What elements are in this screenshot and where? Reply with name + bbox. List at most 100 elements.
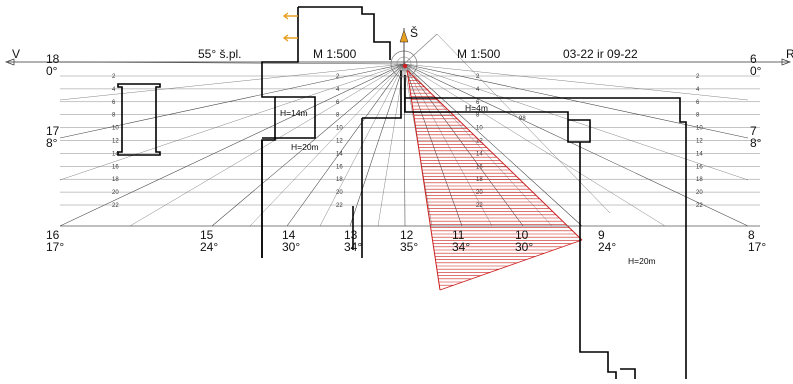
level-label: 4 — [696, 87, 700, 93]
level-label: 8 — [476, 113, 480, 119]
level-grid: 2222444466668888101010101212121214141414… — [60, 74, 760, 209]
level-label: 2 — [112, 74, 116, 80]
east-arrow-icon — [781, 58, 791, 66]
level-label: 4 — [336, 87, 340, 93]
level-label: 4 — [112, 87, 116, 93]
north-arrow-icon — [399, 29, 409, 43]
sun-angle-label: 0° — [46, 64, 58, 78]
level-label: 10 — [476, 126, 483, 132]
building-height-label: H=4m — [465, 103, 488, 113]
sun-ray-line — [59, 63, 405, 227]
building-east — [404, 75, 687, 379]
level-label: 20 — [336, 190, 343, 196]
sun-angle-label: 8° — [46, 136, 58, 150]
level-label: 8 — [336, 113, 340, 119]
sun-angle-label: 34° — [452, 240, 470, 254]
hour-label: 15 — [200, 228, 214, 242]
sun-angle-label: 17° — [46, 240, 64, 254]
level-label: 8 — [112, 113, 116, 119]
sun-ray-line — [249, 63, 405, 227]
level-label: 6 — [112, 100, 116, 106]
sun-ray-line — [403, 63, 666, 227]
level-label: 12 — [336, 139, 343, 145]
compass-ray — [403, 33, 438, 65]
building-north-top — [298, 6, 391, 60]
level-label: 4 — [476, 87, 480, 93]
level-label: 20 — [476, 190, 483, 196]
sun-ray-line — [403, 63, 583, 227]
level-label: 6 — [696, 100, 700, 106]
hour-label: 11 — [452, 228, 465, 242]
shadow-edge-line — [439, 239, 583, 291]
level-label: 18 — [476, 177, 483, 183]
sun-angle-label: 30° — [515, 240, 533, 254]
sun-ray-line — [403, 63, 749, 227]
level-label: 10 — [696, 126, 703, 132]
level-label: 10 — [112, 126, 119, 132]
sun-ray-line — [349, 63, 405, 227]
hour-label: 16 — [46, 228, 60, 242]
marker-arrow-icon — [282, 34, 298, 42]
level-label: 18 — [336, 177, 343, 183]
sun-ray-line — [377, 63, 405, 227]
scale-label-left: M 1:500 — [313, 47, 357, 61]
level-label: 8 — [696, 113, 700, 119]
scale-label-right: M 1:500 — [457, 47, 501, 61]
level-label: 18 — [696, 177, 703, 183]
sun-ray-line — [59, 63, 405, 181]
level-label: 22 — [476, 203, 483, 209]
sun-ray-line — [403, 63, 406, 227]
east-letter: R — [786, 47, 793, 61]
hour-label: 14 — [282, 228, 296, 242]
marker-arrows — [282, 12, 298, 42]
level-label: 16 — [336, 164, 343, 170]
level-label: 14 — [476, 151, 483, 157]
building-west-isolated — [117, 83, 161, 156]
building-east-low — [404, 98, 591, 143]
compass — [390, 28, 438, 78]
level-label: 12 — [112, 139, 119, 145]
level-label: 22 — [112, 203, 119, 209]
dates-label: 03-22 ir 09-22 — [563, 47, 638, 61]
level-label: 16 — [696, 164, 703, 170]
hour-label: 6 — [750, 52, 757, 66]
north-label: Š — [410, 25, 418, 40]
west-letter: V — [12, 47, 20, 61]
sun-angle-label: 24° — [200, 240, 218, 254]
sun-ray-line — [129, 63, 405, 227]
level-label: 12 — [696, 139, 703, 145]
level-label: 22 — [336, 203, 343, 209]
level-label: 16 — [112, 164, 119, 170]
level-label: 10 — [336, 126, 343, 132]
sun-angle-label: 0° — [750, 64, 762, 78]
sun-angle-label: 35° — [400, 240, 418, 254]
level-label: 18 — [112, 177, 119, 183]
hour-label: 7 — [750, 124, 757, 138]
level-label: 2 — [696, 74, 700, 80]
building-height-label: H=20m — [628, 256, 656, 266]
level-label: 14 — [336, 151, 343, 157]
buildings — [117, 6, 687, 379]
level-label: 20 — [112, 190, 119, 196]
level-label: 20 — [696, 190, 703, 196]
sun-ray-line — [59, 63, 405, 101]
hour-label: 9 — [598, 228, 605, 242]
sun-ray-line — [403, 63, 749, 101]
sun-ray-line — [403, 63, 749, 181]
building-height-label: H=14m — [280, 108, 308, 118]
sun-angle-label: 24° — [598, 240, 616, 254]
level-label: 22 — [696, 203, 703, 209]
latitude-label: 55° š.pl. — [198, 47, 242, 61]
level-label: 14 — [696, 151, 703, 157]
building-north — [261, 7, 299, 258]
hour-label: 17 — [46, 124, 60, 138]
sun-angle-label: 34° — [344, 240, 362, 254]
sun-center-dot — [402, 63, 408, 69]
hour-label: 10 — [515, 228, 529, 242]
marker-arrow-icon — [282, 12, 298, 20]
hour-label: 18 — [46, 52, 60, 66]
sun-ray-fan — [59, 33, 749, 227]
building-note-label: 98 — [519, 116, 526, 122]
sun-ray-line — [286, 63, 405, 227]
